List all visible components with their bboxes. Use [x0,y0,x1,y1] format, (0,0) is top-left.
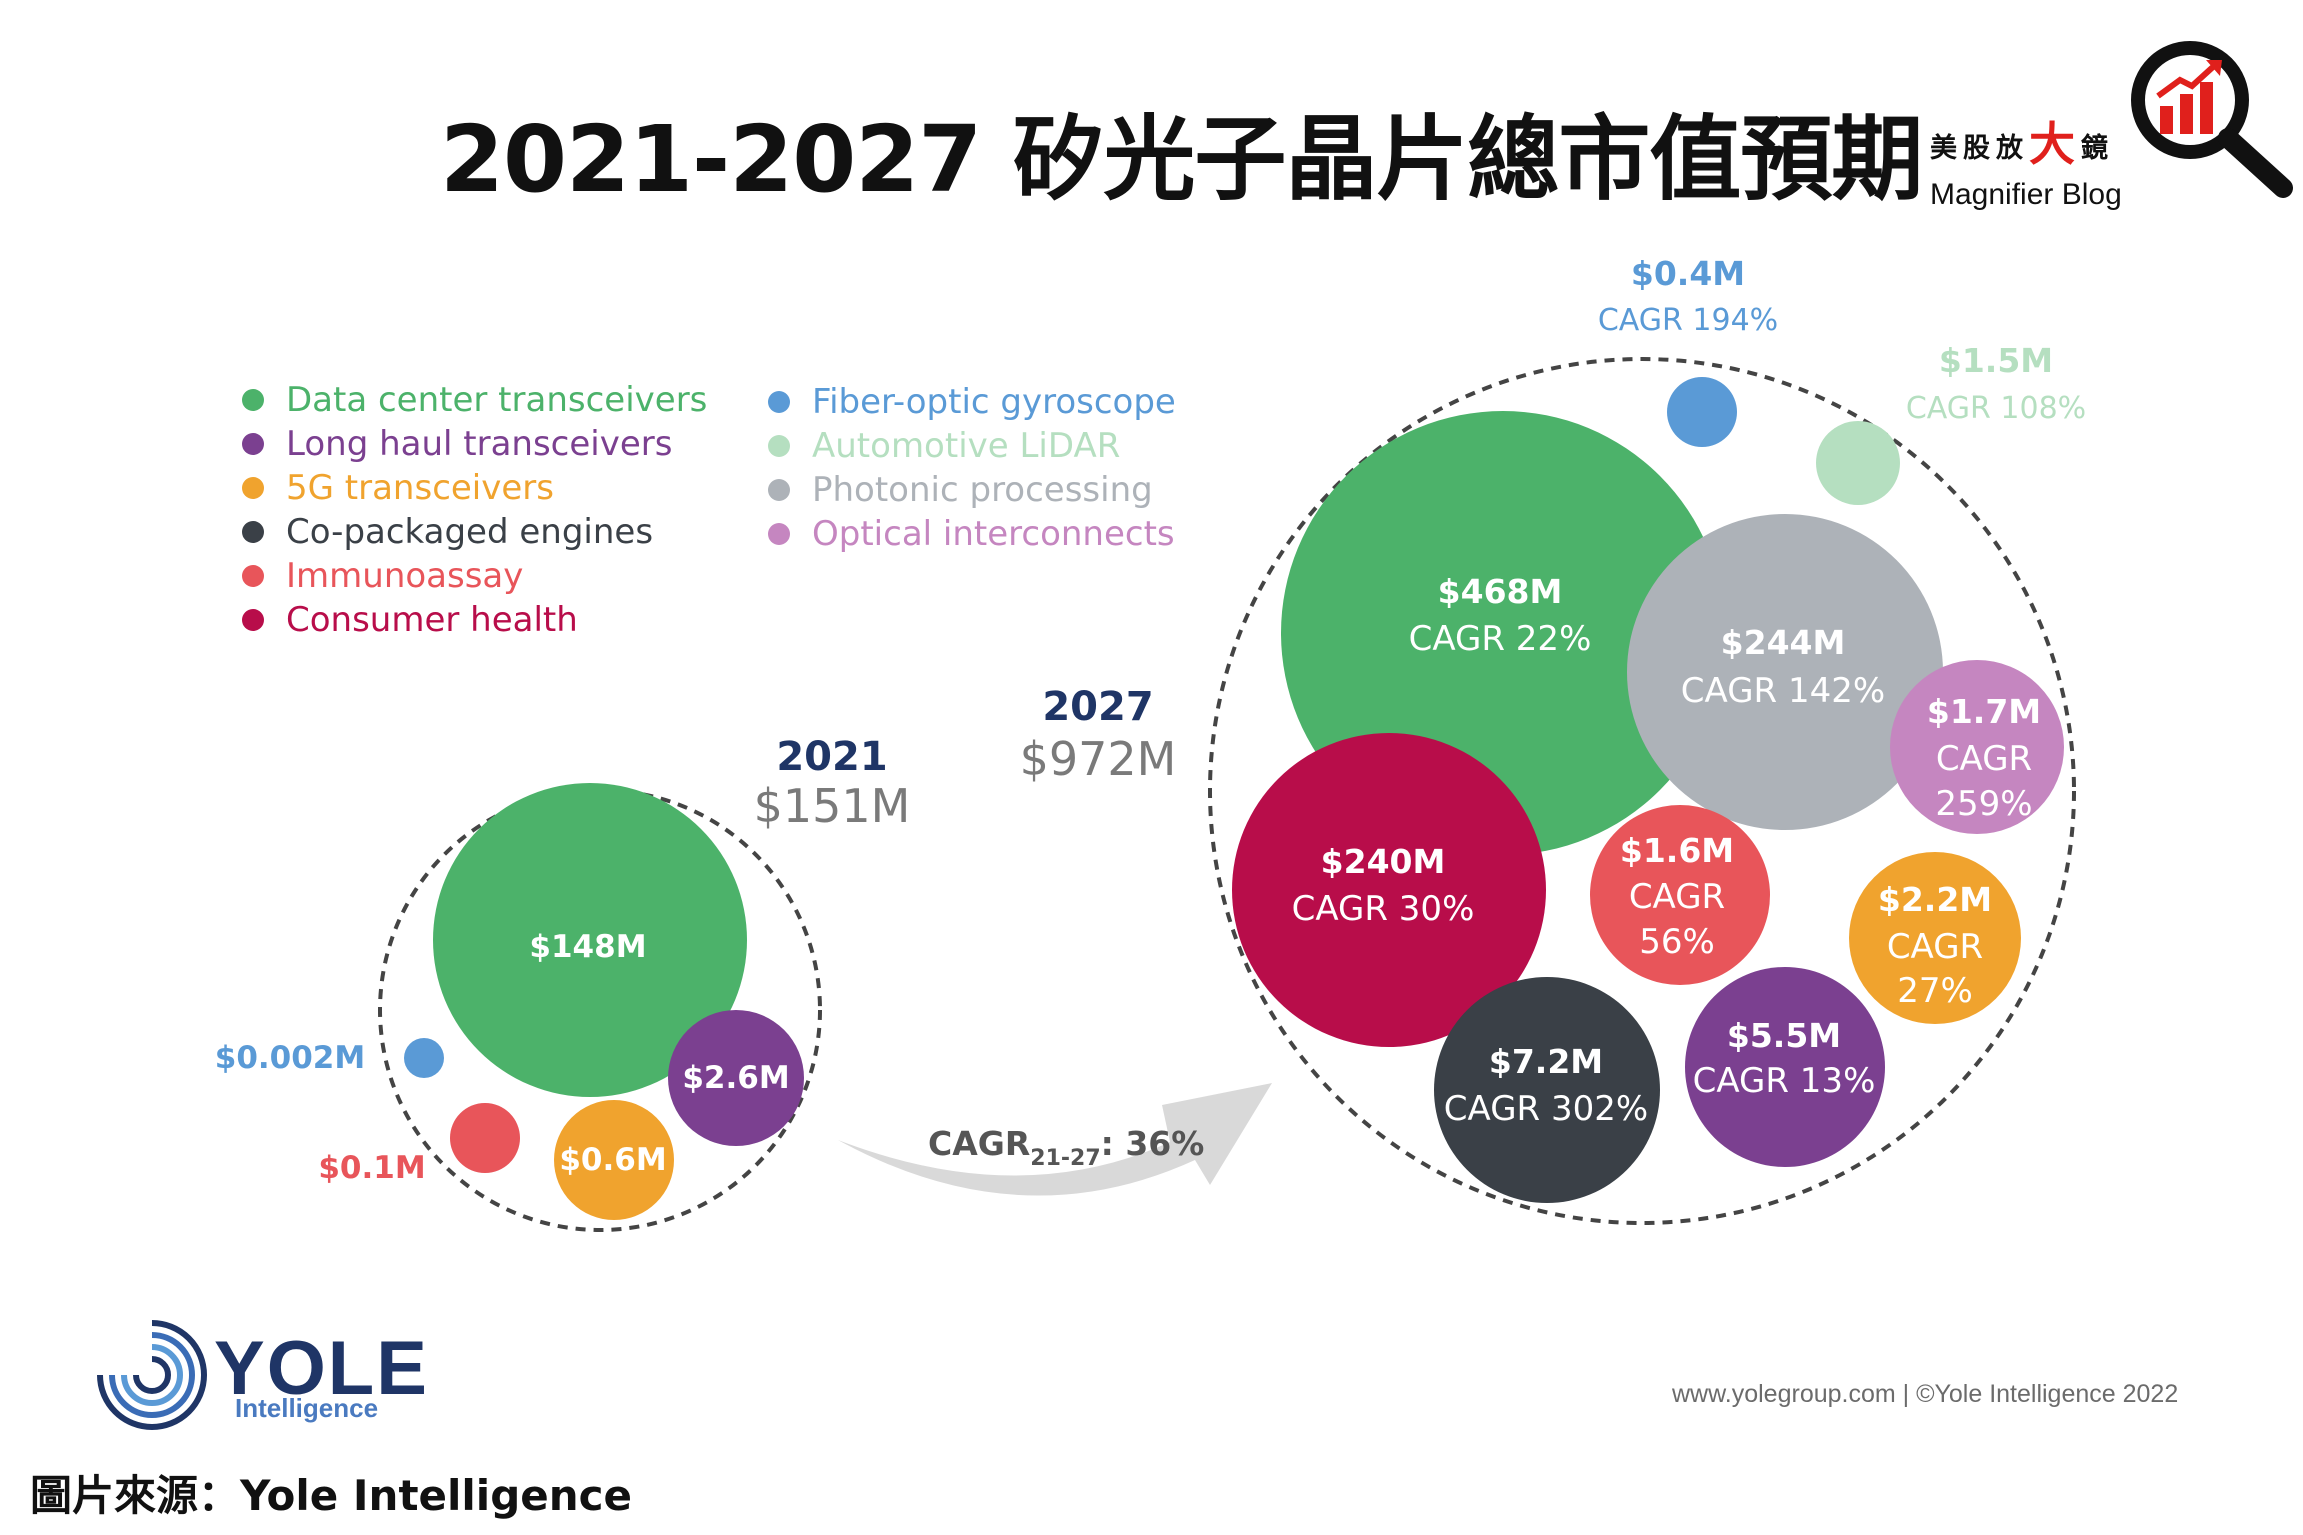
legend-item: Optical interconnects [768,512,1176,556]
bubble-cagr-2027: CAGR [1936,739,2032,779]
legend-dot [242,565,264,587]
legend-label: Optical interconnects [812,514,1175,554]
cagr-arrow-label: CAGR21-27: 36% [928,1124,1204,1171]
container-2021 [378,788,822,1232]
bubble-cagr-2027: 56% [1639,922,1715,962]
legend-label: Consumer health [286,600,578,640]
bubble-2027 [1232,733,1546,1047]
year-label-2027: 2027 [1042,684,1153,730]
copyright-credit: www.yolegroup.com | ©Yole Intelligence 2… [1672,1380,2179,1408]
bubble-label-2021: $0.1M [318,1150,425,1186]
bubble-cagr-2027: 259% [1935,784,2032,824]
bubble-cagr-2027: CAGR 194% [1598,303,1778,338]
yole-name: YOLE [214,1326,429,1411]
bubble-label-2027: $240M [1321,842,1446,881]
legend-dot [242,521,264,543]
legend-left: Data center transceivers Long haul trans… [242,378,707,642]
bubble-2027 [1590,805,1770,985]
bubble-label-2027: $244M [1721,623,1846,662]
bubble-label-2021: $148M [529,929,646,965]
bubble-label-2021: $0.002M [215,1040,365,1076]
bubble-label-2021: $0.6M [559,1142,666,1178]
legend-dot [242,609,264,631]
legend-dot [242,433,264,455]
bubble-2027 [1816,421,1900,505]
bubble-cagr-2027: CAGR 13% [1693,1061,1876,1101]
legend-label: Long haul transceivers [286,424,673,464]
bubble-label-2027: $1.5M [1939,341,2053,380]
legend-dot [768,523,790,545]
bubble-label-2027: $1.6M [1620,831,1734,870]
legend-item: Data center transceivers [242,378,707,422]
bubble-label-2027: $1.7M [1927,692,2041,731]
bubble-cagr-2027: CAGR [1629,877,1725,917]
bubble-cagr-2027: 27% [1897,971,1973,1011]
legend-label: Automotive LiDAR [812,426,1121,466]
legend-item: Fiber-optic gyroscope [768,380,1176,424]
bubble-2027 [1685,967,1885,1167]
legend-item: Long haul transceivers [242,422,707,466]
container-2027 [1208,357,2076,1225]
legend-dot [242,477,264,499]
brand-english: Magnifier Blog [1930,178,2122,211]
legend-dot [768,435,790,457]
bubble-label-2027: $5.5M [1727,1016,1841,1055]
bubble-2021 [668,1010,804,1146]
legend-item: Immunoassay [242,554,707,598]
legend-label: Fiber-optic gyroscope [812,382,1176,422]
legend-label: Photonic processing [812,470,1153,510]
bubble-label-2027: $468M [1438,572,1563,611]
total-label-2027: $972M [1020,732,1177,786]
legend-dot [768,391,790,413]
bubble-2021 [433,783,747,1097]
bubble-2027 [1667,377,1737,447]
legend-item: Automotive LiDAR [768,424,1176,468]
yole-swirl-icon [97,1320,207,1430]
legend-item: Consumer health [242,598,707,642]
legend-item: Co-packaged engines [242,510,707,554]
legend-label: Immunoassay [286,556,524,596]
bubble-cagr-2027: CAGR 22% [1409,619,1592,659]
magnifier-icon [2131,41,2293,198]
bubble-label-2027: $2.2M [1878,880,1992,919]
bubble-2021 [554,1100,674,1220]
bubble-2021 [450,1103,520,1173]
image-source: 圖片來源：Yole Intelligence [30,1471,633,1520]
bubble-label-2027: $7.2M [1489,1042,1603,1081]
total-label-2021: $151M [754,779,911,833]
bubble-2021 [404,1038,444,1078]
legend-item: Photonic processing [768,468,1176,512]
brand-logo: 美股放大鏡 Magnifier Blog [1930,108,2122,212]
legend-label: 5G transceivers [286,468,554,508]
yole-subtitle: Intelligence [235,1393,379,1423]
legend-dot [768,479,790,501]
bubble-label-2021: $2.6M [682,1060,789,1096]
legend-label: Data center transceivers [286,380,708,420]
legend-label: Co-packaged engines [286,512,654,552]
bubble-cagr-2027: CAGR [1887,927,1983,967]
legend-dot [242,389,264,411]
bubble-label-2027: $0.4M [1631,254,1745,293]
legend-right: Fiber-optic gyroscope Automotive LiDAR P… [768,380,1176,556]
year-label-2021: 2021 [776,734,887,780]
bubble-cagr-2027: CAGR 142% [1681,671,1885,711]
bubble-cagr-2027: CAGR 30% [1292,889,1475,929]
growth-arrow [838,1083,1272,1196]
bubble-2027 [1627,514,1943,830]
brand-chinese: 美股放大鏡 [1930,117,2114,171]
legend-item: 5G transceivers [242,466,707,510]
bubble-2027 [1434,977,1660,1203]
page-title: 2021-2027 矽光子晶片總市值預期 [440,106,1923,213]
bubble-cagr-2027: CAGR 108% [1906,391,2086,426]
bubble-cagr-2027: CAGR 302% [1444,1089,1648,1129]
bubble-2027 [1849,852,2021,1024]
bubble-2027 [1890,660,2064,834]
